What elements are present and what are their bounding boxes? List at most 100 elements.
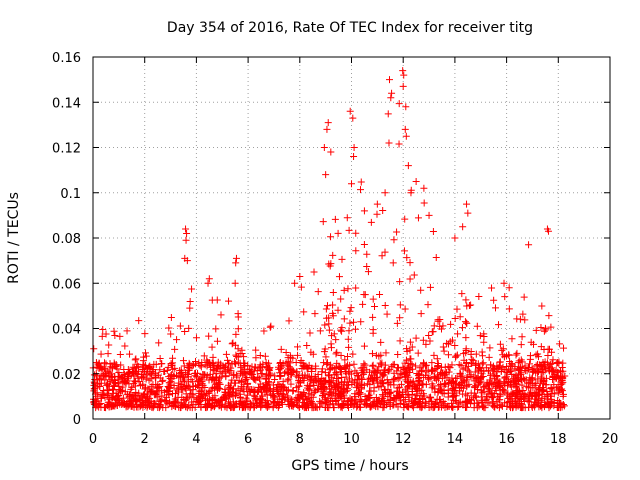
- data-point: [229, 339, 237, 347]
- data-point: [458, 290, 466, 298]
- data-point: [333, 397, 341, 405]
- data-point: [318, 368, 326, 376]
- data-point: [129, 368, 137, 376]
- data-point: [148, 370, 156, 378]
- data-point: [99, 326, 107, 334]
- data-point: [232, 254, 240, 262]
- data-point: [346, 361, 354, 369]
- data-point: [98, 394, 106, 402]
- data-point: [486, 371, 494, 379]
- data-point: [351, 376, 359, 384]
- data-point: [240, 388, 248, 396]
- data-point: [459, 390, 467, 398]
- data-point: [217, 368, 225, 376]
- data-point: [414, 380, 422, 388]
- data-point: [501, 373, 509, 381]
- data-point: [534, 375, 542, 383]
- data-point: [489, 399, 497, 407]
- data-point: [490, 403, 498, 411]
- data-point: [327, 344, 335, 352]
- data-point: [425, 375, 433, 383]
- data-point: [412, 362, 420, 370]
- data-point: [346, 368, 354, 376]
- data-point: [250, 391, 258, 399]
- data-point: [464, 366, 472, 374]
- data-point: [514, 397, 522, 405]
- data-point: [532, 392, 540, 400]
- data-point: [400, 71, 408, 79]
- data-point: [267, 371, 275, 379]
- data-point: [481, 382, 489, 390]
- data-point: [427, 403, 435, 411]
- data-point: [467, 301, 475, 309]
- data-point: [135, 317, 143, 325]
- data-point: [463, 302, 471, 310]
- data-point: [257, 363, 265, 371]
- data-point: [463, 374, 471, 382]
- data-point: [394, 392, 402, 400]
- data-point: [211, 376, 219, 384]
- data-point: [378, 252, 386, 260]
- data-point: [559, 392, 567, 400]
- data-point: [496, 378, 504, 386]
- data-point: [289, 386, 297, 394]
- data-point: [337, 326, 345, 334]
- x-tick-labels: 0 2 4 6 8 10 12 14 16 18 20: [89, 432, 618, 447]
- data-point: [388, 363, 396, 371]
- data-point: [377, 400, 385, 408]
- data-point: [126, 393, 134, 401]
- data-point: [369, 313, 377, 321]
- data-point: [378, 377, 386, 385]
- data-point: [348, 180, 355, 188]
- data-point: [371, 302, 379, 310]
- data-point: [385, 367, 393, 375]
- data-point: [126, 350, 134, 358]
- data-point: [279, 360, 287, 368]
- data-point: [352, 247, 360, 255]
- x-tick-label: 20: [602, 432, 619, 447]
- data-point: [246, 368, 254, 376]
- data-point: [285, 363, 293, 371]
- data-point: [461, 318, 469, 326]
- data-point: [505, 284, 513, 292]
- data-point: [403, 254, 411, 262]
- data-point: [544, 345, 552, 353]
- data-point: [478, 360, 486, 368]
- data-point: [130, 364, 138, 372]
- x-axis-label: GPS time / hours: [291, 458, 408, 474]
- data-point: [92, 359, 100, 367]
- data-point: [103, 390, 111, 398]
- data-point: [303, 381, 311, 389]
- data-point: [545, 312, 553, 320]
- data-point: [134, 374, 142, 382]
- data-point: [101, 359, 109, 367]
- data-point: [402, 103, 410, 111]
- data-point: [367, 403, 375, 411]
- data-point: [199, 381, 207, 389]
- data-point: [230, 404, 238, 412]
- data-point: [406, 259, 414, 267]
- data-point: [545, 404, 553, 412]
- data-point: [415, 376, 423, 384]
- data-point: [513, 349, 521, 357]
- data-point: [371, 367, 379, 375]
- data-point: [350, 379, 358, 387]
- data-point: [325, 380, 333, 388]
- data-point: [393, 319, 401, 327]
- data-point: [436, 316, 444, 324]
- data-point: [186, 392, 194, 400]
- data-point: [490, 296, 498, 304]
- data-point: [457, 378, 465, 386]
- data-point: [493, 372, 501, 380]
- data-point: [537, 323, 545, 331]
- data-point: [532, 351, 540, 359]
- data-point: [345, 226, 353, 234]
- data-point: [332, 336, 340, 344]
- data-point: [514, 359, 522, 367]
- data-point: [322, 353, 330, 361]
- data-point: [451, 315, 459, 323]
- data-point: [182, 225, 190, 233]
- data-point: [208, 296, 216, 304]
- data-point: [501, 293, 509, 301]
- data-point: [475, 363, 483, 371]
